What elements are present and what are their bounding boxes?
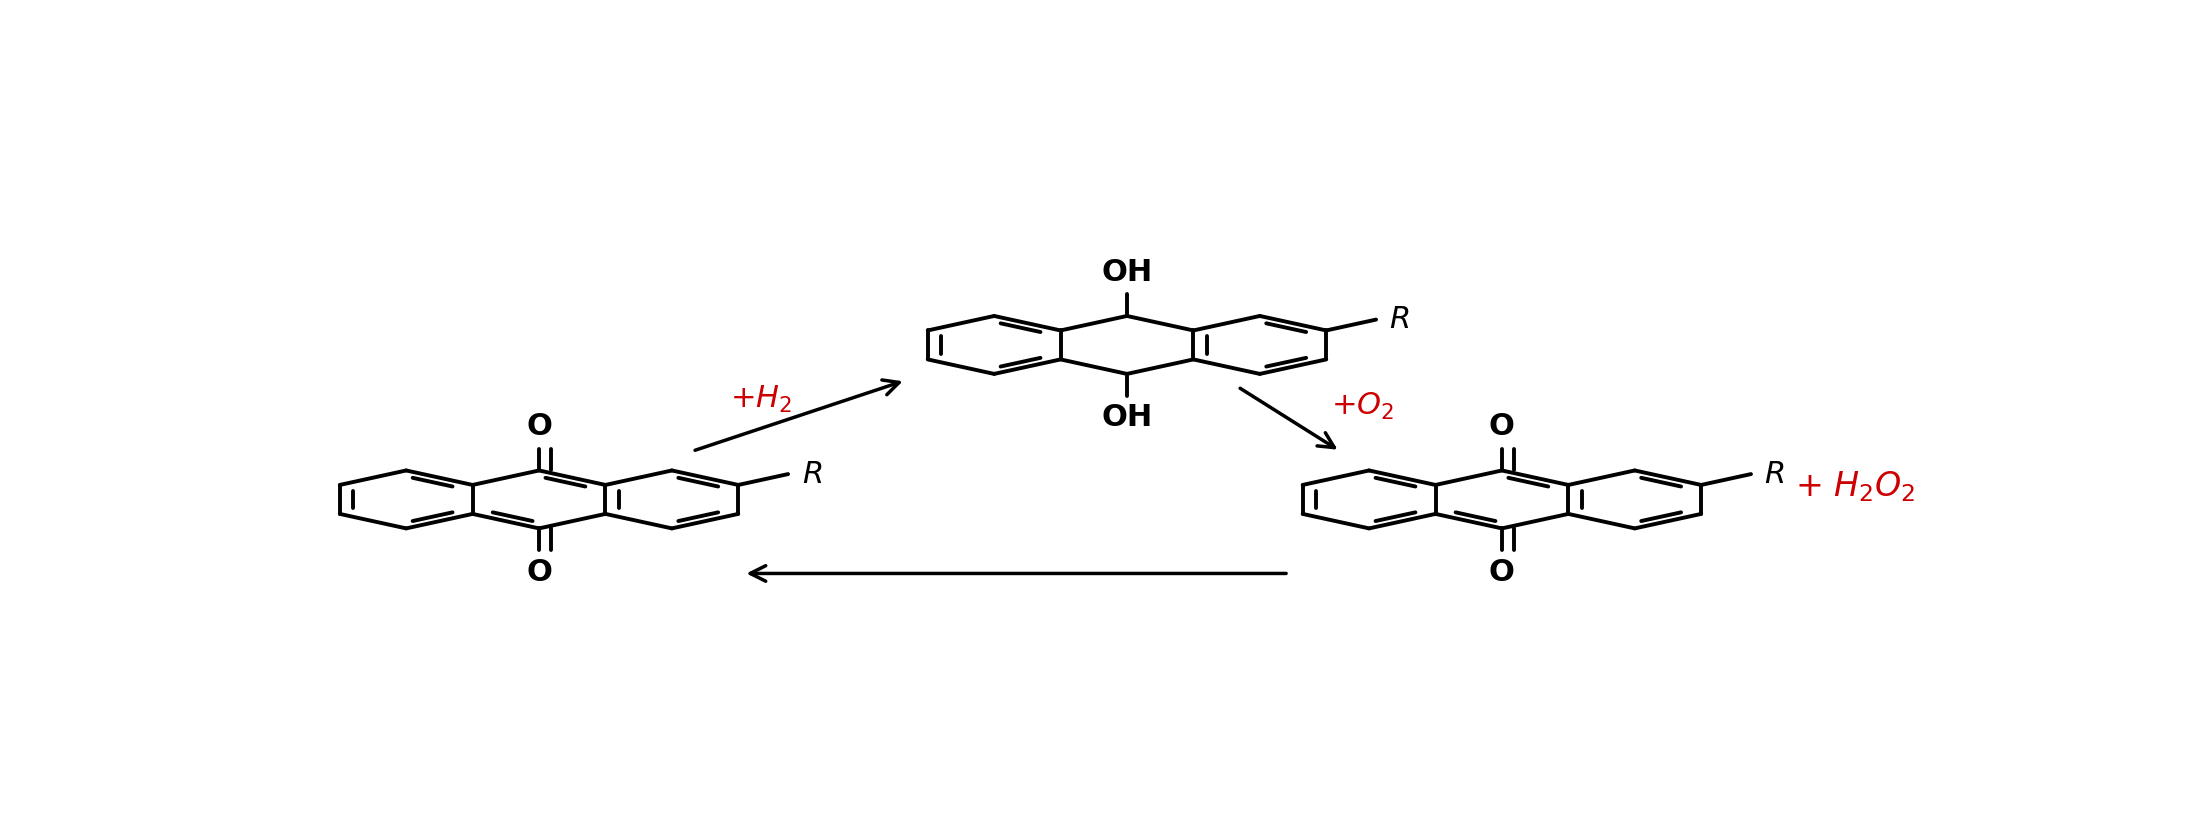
Text: R: R — [803, 460, 822, 488]
Text: O: O — [1489, 412, 1515, 441]
Text: R: R — [1390, 305, 1412, 334]
Text: R: R — [1764, 460, 1786, 488]
Text: O: O — [526, 412, 552, 441]
Text: OH: OH — [1102, 403, 1152, 432]
Text: OH: OH — [1102, 257, 1152, 287]
Text: $+O_2$: $+O_2$ — [1330, 390, 1394, 421]
Text: $+\ H_2O_2$: $+\ H_2O_2$ — [1794, 469, 1915, 504]
Text: O: O — [526, 558, 552, 587]
Text: O: O — [1489, 558, 1515, 587]
Text: $+H_2$: $+H_2$ — [730, 384, 792, 415]
